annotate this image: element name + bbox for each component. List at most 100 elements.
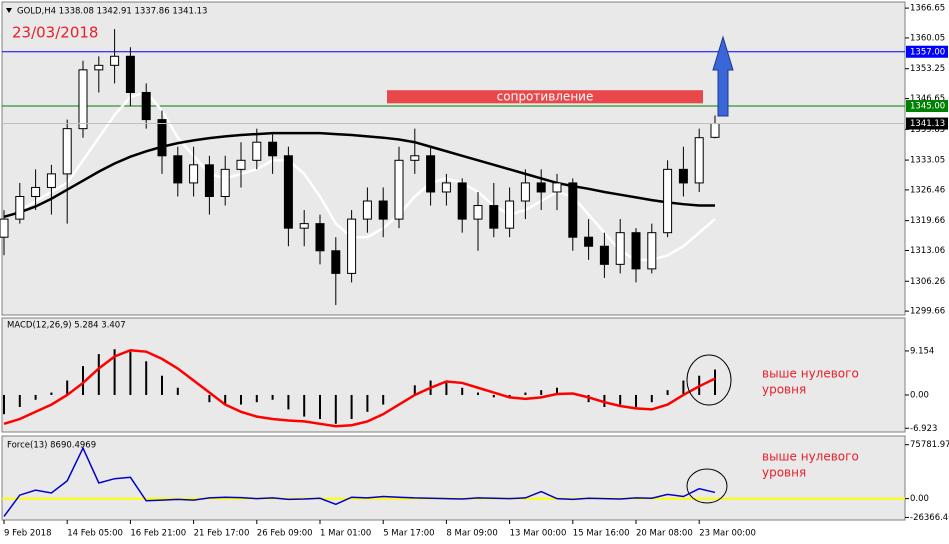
macd-bar — [714, 369, 716, 395]
candle-body — [426, 155, 436, 193]
level-label: 1357.00 — [910, 47, 945, 57]
y-tick-label: 1313.06 — [910, 246, 945, 256]
candle-body — [552, 182, 562, 193]
x-tick-label: 9 Feb 2018 — [4, 529, 52, 539]
macd-bar — [176, 387, 179, 395]
candle-body — [615, 232, 625, 265]
candle-body — [410, 155, 420, 161]
candle-body — [125, 55, 135, 93]
candle-body — [173, 155, 183, 184]
signal-line — [3, 348, 716, 428]
macd-pane — [1, 317, 906, 433]
force-note: уровня — [762, 466, 806, 480]
force-note: выше нулевого — [762, 450, 859, 464]
candle-body — [204, 164, 214, 197]
macd-bar — [113, 349, 116, 395]
candle-body — [220, 168, 230, 197]
candle-body — [252, 141, 262, 161]
macd-bar — [477, 392, 479, 395]
x-tick-label: 23 Mar 00:00 — [699, 529, 756, 539]
zone-label: сопротивление — [497, 89, 594, 103]
macd-bar — [319, 394, 321, 420]
candle-body — [268, 141, 278, 157]
macd-bar — [82, 366, 84, 395]
x-tick-label: 15 Mar 16:00 — [573, 529, 630, 539]
force-pane — [1, 435, 906, 521]
x-tick-label: 1 Mar 01:00 — [320, 529, 371, 539]
force-title: Force(13) 8690.4969 — [7, 441, 96, 451]
y-tick-label: 0.00 — [910, 494, 929, 504]
macd-bar — [18, 394, 21, 407]
macd-bar — [129, 351, 132, 395]
macd-bar — [366, 394, 369, 412]
candle-body — [489, 205, 499, 229]
candle-body — [584, 236, 594, 247]
macd-bar — [635, 394, 637, 407]
y-tick-label: 1319.66 — [910, 216, 945, 226]
candle-body — [362, 200, 372, 220]
x-tick-label: 13 Mar 00:00 — [510, 529, 567, 539]
y-tick-label: 1353.25 — [910, 64, 945, 74]
y-tick-label: 9.154 — [910, 346, 934, 356]
main-pane — [1, 1, 906, 316]
candle-body — [315, 223, 325, 252]
macd-bar — [413, 385, 416, 395]
price-box — [906, 117, 948, 130]
macd-bar — [240, 394, 242, 405]
macd-bar — [145, 361, 148, 395]
macd-bar — [50, 392, 53, 395]
macd-bar — [492, 394, 495, 398]
force-line — [3, 446, 716, 517]
level-label: 1345.00 — [910, 102, 945, 112]
x-tick-label: 20 Mar 08:00 — [636, 529, 693, 539]
macd-bar — [445, 382, 448, 395]
candle-body — [62, 128, 72, 175]
x-tick-label: 14 Feb 05:00 — [67, 529, 123, 539]
candle-body — [78, 69, 88, 130]
candle-body — [457, 182, 467, 220]
candle-body — [15, 195, 25, 220]
candle-body — [283, 155, 293, 229]
candle-body — [141, 91, 151, 121]
candle-body — [441, 182, 451, 193]
y-tick-label: 0.00 — [910, 390, 929, 400]
macd-bar — [255, 394, 258, 403]
candle-body — [473, 205, 483, 220]
macd-bar — [524, 392, 527, 395]
x-tick-label: 16 Feb 21:00 — [130, 529, 186, 539]
x-tick-label: 5 Mar 17:00 — [383, 529, 434, 539]
moving-average — [3, 131, 715, 219]
macd-bar — [350, 394, 353, 420]
macd-bar — [303, 394, 306, 417]
macd-bar — [66, 380, 69, 395]
macd-bar — [34, 394, 37, 400]
chart-title: GOLD,H4 1338.08 1342.91 1337.86 1341.13 — [17, 7, 207, 17]
macd-note: выше нулевого — [762, 367, 859, 381]
price-label: 1341.13 — [910, 119, 945, 129]
candle-body — [647, 232, 657, 270]
candle-body — [189, 164, 199, 184]
moving-average — [19, 91, 716, 262]
macd-bar — [461, 387, 464, 395]
y-tick-label: 1299.66 — [910, 307, 945, 317]
candle-body — [599, 245, 609, 265]
candle-body — [110, 55, 120, 66]
candle-body — [347, 218, 357, 274]
y-tick-label: 1366.65 — [910, 4, 945, 14]
plot-layer: 1366.65 1360.05 1353.25 1346.65 1339.85 1333.… — [0, 4, 949, 539]
level-box — [906, 45, 948, 58]
candle-body — [394, 159, 404, 220]
y-tick-label: 1333.05 — [910, 156, 945, 166]
macd-circle — [686, 354, 732, 406]
level-box — [906, 100, 948, 113]
candle-body — [236, 159, 246, 170]
macd-bar — [682, 380, 685, 395]
macd-bar — [208, 394, 211, 403]
resistance-zone — [387, 90, 703, 104]
macd-bar — [556, 387, 558, 395]
candle-body — [694, 137, 704, 184]
y-tick-label: 1339.85 — [910, 125, 945, 135]
candle-body — [663, 168, 673, 234]
candle-body — [331, 250, 341, 274]
